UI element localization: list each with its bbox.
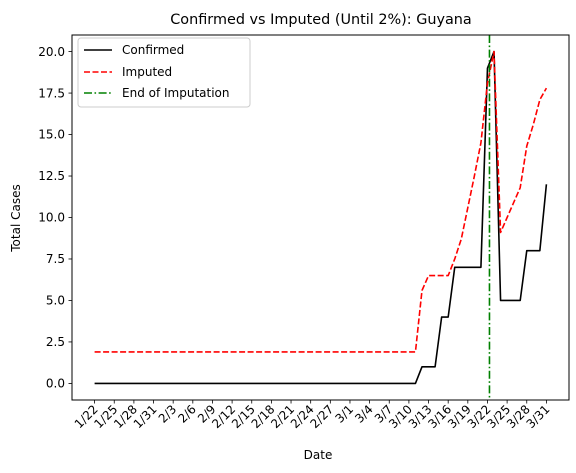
- series-line-imputed: [94, 50, 548, 353]
- y-tick-label: 5.0: [46, 294, 65, 308]
- y-axis-label: Total Cases: [9, 184, 23, 252]
- legend: Confirmed Imputed End of Imputation: [77, 37, 251, 108]
- plot-area: [94, 35, 548, 400]
- y-tick-label: 20.0: [38, 45, 65, 59]
- y-tick-label: 12.5: [38, 169, 65, 183]
- legend-imputed-label: Imputed: [122, 65, 172, 79]
- legend-confirmed-label: Confirmed: [122, 43, 184, 57]
- y-tick-label: 7.5: [46, 252, 65, 266]
- y-tick-label: 17.5: [38, 86, 65, 100]
- series-line-confirmed: [94, 50, 548, 385]
- y-axis: 0.0 2.5 5.0 7.5 10.0 12.5 15.0 17.5 20.0: [38, 45, 72, 391]
- x-axis-label: Date: [304, 448, 333, 462]
- y-tick-label: 10.0: [38, 211, 65, 225]
- legend-end-of-imputation-label: End of Imputation: [122, 86, 230, 100]
- chart-title: Confirmed vs Imputed (Until 2%): Guyana: [170, 12, 472, 28]
- legend-box: [77, 37, 251, 108]
- y-tick-label: 0.0: [46, 377, 65, 391]
- y-tick-label: 2.5: [46, 335, 65, 349]
- y-tick-label: 15.0: [38, 128, 65, 142]
